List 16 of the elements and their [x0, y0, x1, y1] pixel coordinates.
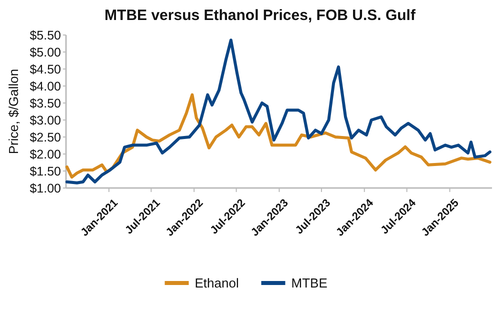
y-tick-label: $1.50 — [30, 164, 62, 178]
y-tick-label: $4.50 — [30, 62, 62, 76]
y-tick-label: $5.50 — [30, 28, 62, 42]
y-tick-label: $3.50 — [30, 96, 62, 110]
y-tick-label: $5.00 — [30, 45, 62, 60]
line-series — [65, 93, 492, 179]
legend-label: MTBE — [291, 276, 328, 291]
y-tick-label: $3.00 — [30, 113, 62, 128]
y-tick-label: $1.00 — [30, 181, 62, 196]
line-series — [65, 38, 492, 184]
y-tick-label: $2.00 — [30, 147, 62, 162]
y-tick-label: $2.50 — [30, 130, 62, 144]
y-axis-title: Price, $/Gallon — [6, 68, 21, 154]
y-tick-label: $4.00 — [30, 79, 62, 94]
legend-label: Ethanol — [194, 276, 239, 291]
chart-title: MTBE versus Ethanol Prices, FOB U.S. Gulf — [104, 7, 416, 24]
